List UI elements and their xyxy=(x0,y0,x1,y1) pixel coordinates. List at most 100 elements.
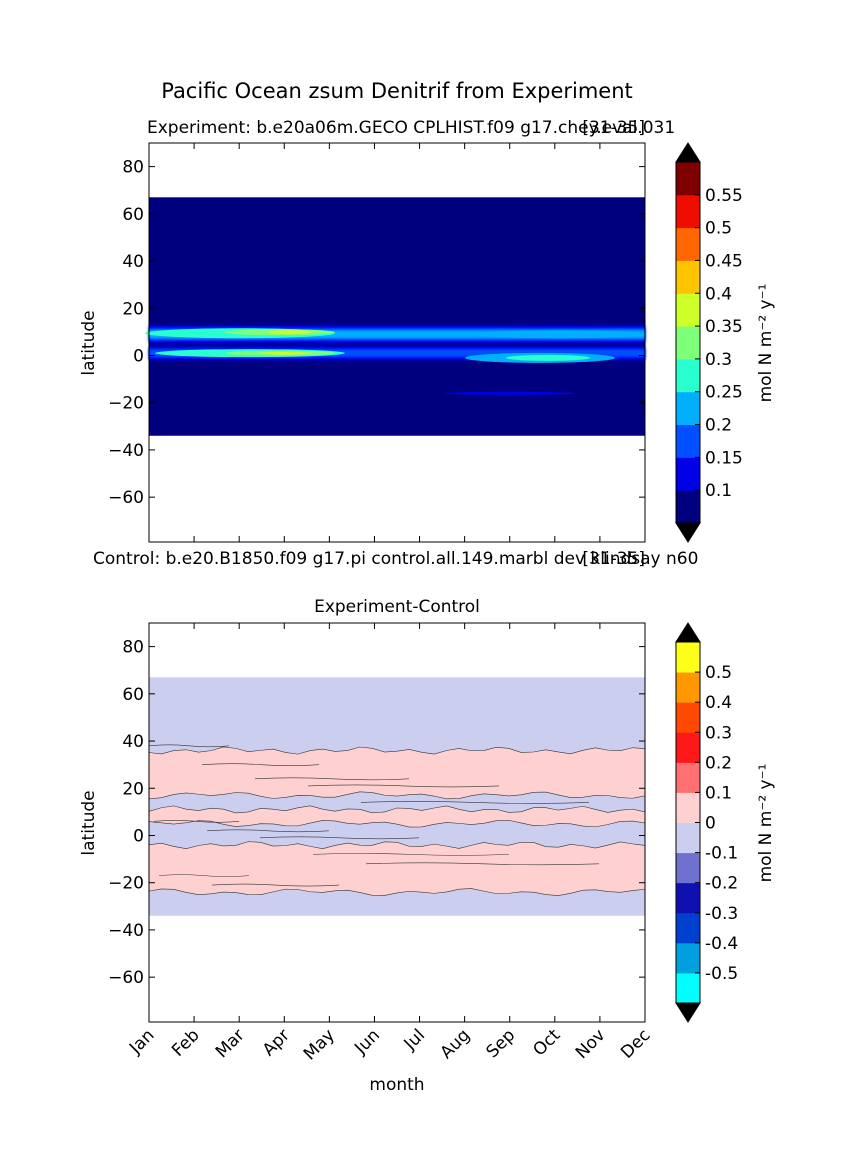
difference-y-axis-label: latitude xyxy=(79,790,99,855)
difference-contour-line xyxy=(307,784,500,788)
difference-contour-line xyxy=(206,829,330,833)
colorbar-segment xyxy=(676,391,700,426)
colorbar-extend-max xyxy=(675,622,701,643)
x-tick-label: Nov xyxy=(572,1025,610,1063)
difference-contour-line xyxy=(211,883,340,887)
colorbar-tick-label: 0 xyxy=(705,814,716,834)
colorbar-segment xyxy=(676,702,700,733)
experiment-panel: Experiment: b.e20a06m.GECO CPLHIST.f09 g… xyxy=(79,118,776,543)
colorbar-tick-label: 0.45 xyxy=(705,251,743,271)
x-tick-label: May xyxy=(300,1025,339,1064)
experiment-y-axis-label: latitude xyxy=(79,310,99,375)
colorbar-segment xyxy=(676,822,700,854)
experiment-colorbar: 0.1 0.15 0.2 0.25 0.3 0.35 0.4 0.45 0.5 0.55 xyxy=(675,142,743,543)
y-tick-label: 80 xyxy=(122,638,144,658)
x-tick-label: Apr xyxy=(259,1025,294,1060)
colorbar-tick-label: -0.5 xyxy=(705,964,738,984)
colorbar-extend-min xyxy=(675,522,701,543)
field-contour xyxy=(506,354,590,361)
field-contour xyxy=(445,391,575,395)
y-tick-label: 20 xyxy=(122,299,144,319)
colorbar-segment xyxy=(676,732,700,763)
axes-frame xyxy=(148,622,646,1023)
field-contour xyxy=(260,351,310,355)
difference-contour-line xyxy=(201,763,320,766)
x-tick-label: Oct xyxy=(529,1025,564,1060)
experiment-plot-area xyxy=(145,142,646,543)
difference-colorbar-label: mol N m⁻² y⁻¹ xyxy=(756,764,776,883)
y-tick-label: 20 xyxy=(122,779,144,799)
colorbar-tick-label: 0.2 xyxy=(705,753,732,773)
colorbar-tick-label: 0.5 xyxy=(705,219,732,239)
colorbar-extend-min xyxy=(675,1002,701,1023)
difference-contour-line xyxy=(312,853,510,856)
difference-colorbar: -0.5 -0.4 -0.3 -0.2 -0.1 0 0.1 0.2 0.3 0.4 0.5 xyxy=(675,622,738,1023)
colorbar-segment xyxy=(676,490,700,524)
y-tick-label: −40 xyxy=(108,441,144,461)
colorbar-segment xyxy=(676,882,700,914)
x-tick-label: Dec xyxy=(617,1025,654,1062)
x-tick-label: Jul xyxy=(400,1025,429,1054)
y-tick-label: 60 xyxy=(122,685,144,705)
field-band xyxy=(149,349,645,358)
control-title-right: [31-35] xyxy=(582,549,645,569)
colorbar-frame xyxy=(675,161,701,524)
colorbar-tick-label: -0.1 xyxy=(705,844,738,864)
colorbar-segment xyxy=(676,227,700,261)
colorbar-segment xyxy=(676,972,700,1004)
difference-band xyxy=(148,805,646,828)
colorbar-tick-label: 0.15 xyxy=(705,448,743,468)
field-contour xyxy=(268,330,312,335)
y-tick-label: −60 xyxy=(108,488,144,508)
experiment-title-right: [31-35] xyxy=(582,118,645,138)
difference-panel: Experiment-Control 80 60 40 20 0 −20 −40 −60 Ja… xyxy=(79,597,776,1095)
colorbar-segment xyxy=(676,424,700,458)
difference-y-axis: 80 60 40 20 0 −20 −40 −60 xyxy=(108,623,646,1022)
colorbar-segment xyxy=(676,852,700,884)
x-tick-label: Feb xyxy=(168,1025,203,1060)
colorbar-tick-label: 0.55 xyxy=(705,186,743,206)
colorbar-segment xyxy=(676,912,700,944)
colorbar-segment xyxy=(676,642,700,673)
colorbar-segment xyxy=(676,293,700,327)
colorbar-tick-label: 0.3 xyxy=(705,350,732,370)
x-tick-label: Jun xyxy=(350,1025,384,1059)
difference-band xyxy=(148,746,646,800)
colorbar-tick-label: -0.4 xyxy=(705,934,738,954)
axes-frame xyxy=(148,142,646,543)
y-tick-label: 0 xyxy=(133,346,144,366)
y-tick-label: 80 xyxy=(122,158,144,178)
difference-contour-line xyxy=(158,874,250,877)
colorbar-tick-label: 0.1 xyxy=(705,481,732,501)
colorbar-tick-label: 0.35 xyxy=(705,317,743,337)
colorbar-tick-label: 0.1 xyxy=(705,783,732,803)
experiment-colorbar-label: mol N m⁻² y⁻¹ xyxy=(756,284,776,403)
difference-contour-line xyxy=(254,777,410,781)
colorbar-tick-label: 0.2 xyxy=(705,416,732,436)
colorbar-segment xyxy=(676,326,700,360)
difference-plot-area xyxy=(148,622,646,1023)
difference-title: Experiment-Control xyxy=(314,597,480,617)
colorbar-segment xyxy=(676,358,700,393)
difference-contour-line xyxy=(360,801,590,804)
x-tick-label: Jan xyxy=(125,1025,158,1058)
colorbar-segment xyxy=(676,162,700,196)
control-title-left: Control: b.e20.B1850.f09 g17.pi control.… xyxy=(93,549,698,569)
y-tick-label: 0 xyxy=(133,826,144,846)
colorbar-segment xyxy=(676,792,700,823)
y-tick-label: −60 xyxy=(108,968,144,988)
difference-contour-line xyxy=(153,820,240,823)
field-band xyxy=(149,330,645,339)
colorbar-segment xyxy=(676,457,700,491)
colorbar-segment xyxy=(676,194,700,229)
x-tick-label: Mar xyxy=(212,1025,249,1062)
field-background xyxy=(149,197,645,436)
field-contour xyxy=(475,330,645,339)
difference-contour-line xyxy=(365,862,600,866)
y-tick-label: 60 xyxy=(122,205,144,225)
colorbar-segment xyxy=(676,260,700,294)
colorbar-tick-label: 0.5 xyxy=(705,663,732,683)
figure-title: Pacific Ocean zsum Denitrif from Experim… xyxy=(161,79,633,103)
difference-band xyxy=(148,841,646,896)
